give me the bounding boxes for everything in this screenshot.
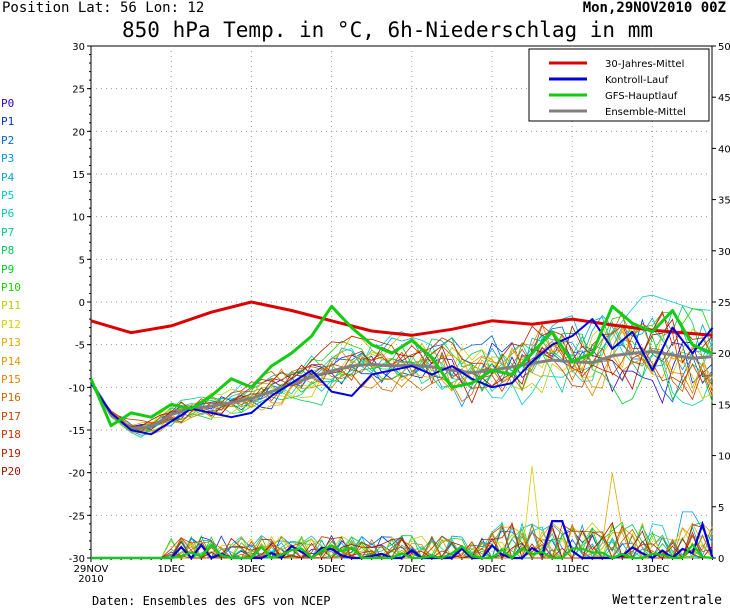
legend-label: 30-Jahres-Mittel [605,59,684,70]
run-date-label: Mon,29NOV2010 00Z [582,0,726,16]
member-label: P9 [1,262,15,276]
series-line-gfs-hauptlauf [89,304,714,428]
y-right-tick-label: 40 [718,144,730,155]
x-tick-label: 9DEC [478,564,505,575]
y-right-tick-label: 25 [718,298,730,309]
member-label: P4 [1,170,15,184]
y-right-tick-label: 5 [718,503,724,514]
member-label: P6 [1,207,15,221]
member-label: P8 [1,244,15,258]
member-label: P3 [1,152,15,166]
legend-label: Kontroll-Lauf [605,75,669,86]
y-left-tick-label: -10 [69,383,85,394]
member-label: P5 [1,189,15,202]
member-label: P18 [1,428,21,442]
y-left-tick-label: -20 [69,469,85,480]
x-tick-label: 29NOV [74,564,109,575]
x-tick-label: 13DEC [636,564,670,575]
series-line-kontroll-lauf [90,318,714,436]
x-tick-label: 2010 [78,574,103,585]
y-left-tick-label: -30 [69,554,85,565]
y-left-tick-label: 30 [72,42,85,53]
y-left-tick-label: -25 [69,511,85,522]
position-label: Position Lat: 56 Lon: 12 [2,0,205,16]
y-left-tick-label: -5 [75,341,85,352]
y-right-tick-label: 20 [718,349,730,360]
x-tick-label: 5DEC [318,564,345,575]
member-label: P1 [1,115,15,129]
chart-title: 850 hPa Temp. in °C, 6h-Niederschlag in … [122,18,654,42]
data-source-label: Daten: Ensembles des GFS von NCEP [92,594,331,608]
member-label: P15 [1,373,21,386]
member-label: P20 [1,465,21,478]
y-left-tick-label: 25 [72,85,85,96]
legend-label: GFS-Hauptlauf [605,91,678,102]
x-tick-label: 1DEC [158,564,185,575]
legend-label: Ensemble-Mittel [605,107,686,118]
member-label: P19 [1,446,21,460]
y-left-tick-label: 0 [79,298,85,309]
y-right-tick-label: 10 [718,452,730,463]
member-label: P7 [1,225,15,239]
y-right-tick-label: 15 [718,400,730,411]
member-temp-line-p10 [90,308,713,434]
member-label: P10 [1,281,21,294]
member-label: P12 [1,317,21,331]
y-right-tick-label: 0 [718,554,724,565]
member-precip-line-p20 [91,521,713,559]
member-label: P13 [1,336,21,350]
member-temp-line-p5 [90,294,713,433]
series-line--jahres-mittel [90,300,713,337]
x-tick-label: 7DEC [398,564,425,575]
y-left-tick-label: 20 [72,127,85,138]
member-label: P11 [1,299,21,313]
y-left-tick-label: 10 [72,213,85,224]
x-tick-label: 3DEC [238,564,265,575]
x-tick-label: 11DEC [555,564,589,575]
brand-label: Wetterzentrale [612,593,722,608]
member-temp-line-p12 [90,324,713,433]
y-right-tick-label: 45 [718,93,730,104]
legend-box [528,48,710,122]
y-right-tick-label: 50 [718,42,730,53]
member-label: P16 [1,391,21,405]
member-label: P14 [1,354,21,368]
member-label: P0 [1,97,15,110]
y-left-tick-label: -15 [69,426,85,437]
y-right-tick-label: 35 [718,196,730,207]
y-left-tick-label: 15 [72,170,85,181]
y-right-tick-label: 30 [718,247,730,258]
main-precip-line-gfs [91,542,713,560]
member-temp-line-p15 [90,323,713,433]
member-label: P17 [1,409,21,423]
y-left-tick-label: 5 [79,255,85,266]
member-label: P2 [1,133,15,147]
